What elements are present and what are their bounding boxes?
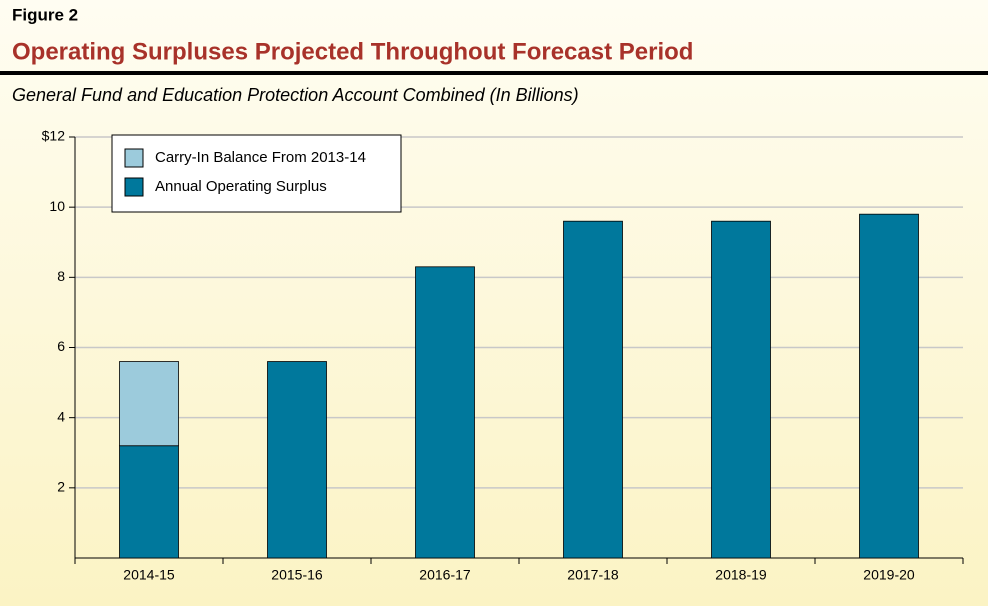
x-tick-label: 2014-15: [123, 567, 175, 583]
y-tick-label: 2: [57, 479, 65, 495]
bar: [267, 361, 327, 559]
y-tick-label: 10: [49, 198, 65, 214]
legend-label: Annual Operating Surplus: [155, 178, 327, 195]
bar: [711, 220, 771, 559]
bar: [563, 220, 623, 559]
x-tick-label: 2016-17: [419, 567, 471, 583]
y-tick-label: $12: [42, 128, 66, 144]
legend-label: Carry-In Balance From 2013-14: [155, 149, 366, 166]
chart-title: Operating Surpluses Projected Throughout…: [12, 38, 693, 65]
legend-swatch: [124, 148, 144, 168]
bar: [859, 213, 919, 559]
x-tick-label: 2018-19: [715, 567, 767, 583]
legend-box: [111, 134, 402, 213]
y-tick-label: 8: [57, 268, 65, 284]
legend-swatch: [124, 177, 144, 197]
figure-label: Figure 2: [12, 5, 78, 24]
bar: [119, 361, 179, 447]
x-tick-label: 2015-16: [271, 567, 323, 583]
bar: [119, 445, 179, 559]
y-tick-label: 4: [57, 408, 65, 424]
title-rule: [0, 71, 988, 75]
x-tick-label: 2019-20: [863, 567, 915, 583]
y-tick-label: 6: [57, 338, 65, 354]
chart-subtitle: General Fund and Education Protection Ac…: [12, 85, 579, 105]
x-tick-label: 2017-18: [567, 567, 619, 583]
bar: [415, 266, 475, 559]
